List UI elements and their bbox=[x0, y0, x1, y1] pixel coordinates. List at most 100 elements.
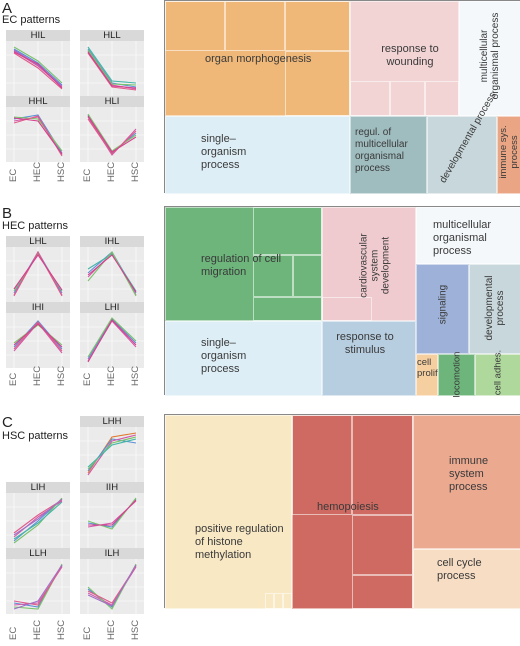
term-label: single–organism process bbox=[201, 133, 247, 172]
treemap-cell bbox=[469, 264, 520, 354]
line-plot-svg bbox=[6, 247, 70, 302]
treemap-cell bbox=[427, 116, 497, 194]
treemap-subcell bbox=[285, 51, 350, 116]
x-tick-label: HSC bbox=[56, 619, 67, 640]
panel-letter-c: C bbox=[2, 414, 13, 431]
x-tick-label: HEC bbox=[106, 365, 117, 386]
term-label: single–organism process bbox=[201, 337, 247, 376]
line-plot-svg bbox=[6, 41, 70, 96]
term-label: response to wounding bbox=[381, 43, 439, 69]
facet-hhl: HHL bbox=[6, 96, 70, 162]
term-label: cell adhes. bbox=[492, 349, 504, 396]
section-title-hec: HEC patterns bbox=[2, 220, 69, 232]
treemap-cell bbox=[497, 116, 520, 194]
x-tick-label: EC bbox=[82, 168, 93, 182]
x-tick-label: HEC bbox=[32, 619, 43, 640]
line-plot bbox=[80, 247, 144, 302]
line-plot-svg bbox=[6, 493, 70, 548]
x-tick-label: HEC bbox=[106, 161, 117, 182]
facet-strip: LHL bbox=[6, 236, 70, 247]
term-label: regulation of cell migration bbox=[201, 253, 282, 279]
treemap-subcell bbox=[292, 415, 352, 515]
treemap-cell bbox=[416, 207, 520, 264]
treemap-subcell bbox=[390, 81, 425, 116]
term-label: signaling bbox=[437, 284, 449, 325]
treemap-subcell bbox=[274, 593, 283, 609]
facet-lhi: LHI bbox=[80, 302, 144, 368]
facet-strip: LIH bbox=[6, 482, 70, 493]
line-plot bbox=[6, 313, 70, 368]
line-plot-svg bbox=[80, 427, 144, 482]
treemap-cell bbox=[322, 321, 416, 396]
facet-strip: HLL bbox=[80, 30, 144, 41]
treemap-subcell bbox=[352, 515, 413, 575]
term-label: positive regulation of histone methylati… bbox=[195, 523, 284, 562]
term-label: regul. of multicellular organismal proce… bbox=[355, 127, 408, 174]
treemap-cell bbox=[165, 415, 292, 609]
panel-letter-b: B bbox=[2, 205, 13, 222]
treemap-subcell bbox=[352, 575, 413, 609]
line-plot-svg bbox=[6, 313, 70, 368]
facet-hll: HLL bbox=[80, 30, 144, 96]
line-plot bbox=[6, 493, 70, 548]
facet-llh: LLH bbox=[6, 548, 70, 614]
treemap-cell bbox=[413, 549, 520, 609]
treemap-subcell bbox=[253, 255, 293, 297]
treemap-subcell bbox=[225, 1, 285, 51]
term-label: immune sys. process bbox=[498, 125, 520, 179]
x-tick-label: EC bbox=[82, 372, 93, 386]
treemap-subcell bbox=[253, 207, 322, 255]
treemap-b: regulation of cell migration cardiovascu… bbox=[164, 206, 520, 397]
x-tick-label: HSC bbox=[56, 161, 67, 182]
treemap-cell bbox=[350, 1, 459, 116]
treemap-a: organ morphogenesis response to wounding… bbox=[164, 0, 520, 194]
term-label: hemopoiesis bbox=[317, 501, 379, 513]
facet-strip: HLI bbox=[80, 96, 144, 107]
treemap-subcell bbox=[293, 255, 322, 297]
facet-lhl: LHL bbox=[6, 236, 70, 302]
line-plot-svg bbox=[80, 559, 144, 614]
treemap-cell bbox=[416, 354, 438, 396]
x-tick-label: HEC bbox=[106, 619, 117, 640]
line-plot bbox=[80, 427, 144, 482]
x-tick-label: EC bbox=[8, 626, 19, 640]
treemap-cell bbox=[459, 1, 520, 116]
line-plot bbox=[6, 559, 70, 614]
x-tick-label: HEC bbox=[32, 365, 43, 386]
facet-strip: LHH bbox=[80, 416, 144, 427]
term-label: cardiovascular system development bbox=[358, 233, 392, 298]
facet-ihi: IHI bbox=[6, 302, 70, 368]
x-tick-label: EC bbox=[8, 168, 19, 182]
line-plot-svg bbox=[80, 313, 144, 368]
term-label: organ morphogenesis bbox=[205, 53, 312, 65]
facet-ihl: IHL bbox=[80, 236, 144, 302]
facet-strip: IHI bbox=[6, 302, 70, 313]
treemap-subcell bbox=[253, 297, 322, 321]
term-label: multicellular organismal process bbox=[479, 12, 501, 100]
facet-strip: IHL bbox=[80, 236, 144, 247]
term-label: cell cycle process bbox=[437, 557, 482, 583]
treemap-subcell bbox=[425, 81, 459, 116]
line-plot bbox=[6, 247, 70, 302]
facet-strip: HHL bbox=[6, 96, 70, 107]
line-plot-svg bbox=[6, 107, 70, 162]
x-tick-label: HEC bbox=[32, 161, 43, 182]
section-title-hsc: HSC patterns bbox=[2, 430, 69, 442]
treemap-subcell bbox=[350, 81, 390, 116]
treemap-cell bbox=[416, 264, 469, 354]
facet-hli: HLI bbox=[80, 96, 144, 162]
treemap-subcell bbox=[352, 415, 413, 515]
facet-strip: IIH bbox=[80, 482, 144, 493]
x-tick-label: HSC bbox=[130, 365, 141, 386]
treemap-subcell bbox=[322, 297, 372, 321]
treemap-cell bbox=[413, 415, 520, 549]
treemap-cell bbox=[475, 354, 520, 396]
x-tick-label: EC bbox=[8, 372, 19, 386]
line-plot-svg bbox=[80, 247, 144, 302]
line-plot bbox=[6, 107, 70, 162]
term-label: locomotion bbox=[451, 351, 463, 398]
facet-strip: LHI bbox=[80, 302, 144, 313]
line-plot bbox=[80, 313, 144, 368]
term-label: cell prolif. bbox=[417, 357, 441, 380]
facet-ilh: ILH bbox=[80, 548, 144, 614]
